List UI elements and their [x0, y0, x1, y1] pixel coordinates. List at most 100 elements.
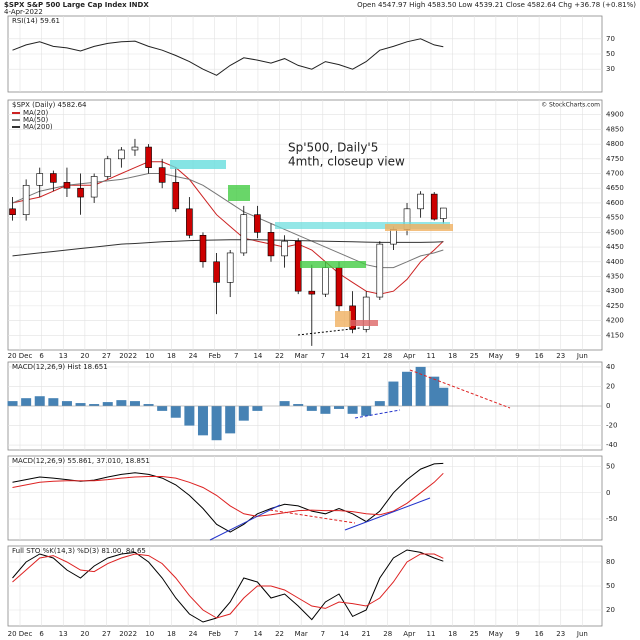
series-line	[12, 38, 444, 76]
y-tick-label: 50	[606, 463, 615, 471]
x-tick-label: 6	[39, 630, 44, 638]
x-tick-label: 11	[427, 352, 436, 360]
histogram-bar	[388, 381, 399, 406]
x-tick-label: 28	[383, 630, 392, 638]
y-tick-label: 20	[606, 382, 615, 390]
candle-body	[50, 173, 57, 183]
panel-frame	[7, 455, 603, 541]
histogram-bar	[225, 406, 236, 434]
zone	[170, 160, 226, 169]
candle-body	[417, 193, 424, 210]
x-tick-label: 10	[145, 630, 154, 638]
y-tick-label: 4750	[606, 155, 624, 163]
y-tick-label: 0	[606, 402, 610, 410]
series-line	[12, 553, 444, 619]
x-tick-label: Feb	[208, 352, 221, 360]
x-tick-label: 23	[556, 630, 565, 638]
series-line	[12, 161, 444, 295]
candle-body	[308, 290, 316, 295]
y-tick-label: 80	[606, 558, 615, 566]
legend-label: MA(50)	[23, 116, 48, 124]
y-tick-label: 4500	[606, 228, 624, 236]
candle-body	[199, 234, 207, 263]
x-tick-label: 18	[448, 630, 457, 638]
candle-body	[131, 146, 139, 151]
candle-body	[158, 167, 166, 183]
zone	[228, 185, 250, 201]
panel-title: RSI(14) 59.61	[12, 17, 60, 25]
source: © StockCharts.com	[541, 102, 600, 109]
histogram-bar	[116, 400, 127, 406]
trend-line	[409, 369, 511, 409]
histogram-bar	[184, 406, 195, 426]
x-tick-label: 7	[234, 630, 238, 638]
x-tick-label: 25	[470, 352, 479, 360]
candle-body	[22, 184, 30, 216]
panel-title: MACD(12,26,9) 55.861, 37.010, 18.851	[12, 457, 150, 465]
histogram-bar	[170, 406, 181, 418]
zone	[385, 224, 453, 231]
candle-body	[362, 296, 370, 330]
histogram-bar	[197, 406, 208, 436]
x-tick-label: 9	[515, 352, 519, 360]
legend-label: MA(20)	[23, 109, 48, 117]
x-tick-label: 14	[253, 630, 262, 638]
legend-label: MA(200)	[23, 123, 53, 131]
x-tick-label: 28	[383, 352, 392, 360]
candle-body	[104, 158, 112, 177]
histogram-bar	[21, 398, 32, 406]
panel-frame	[7, 99, 603, 351]
x-tick-label: Jun	[576, 352, 588, 360]
candle-body	[439, 207, 447, 219]
candle-body	[36, 173, 44, 186]
x-tick-label: 23	[556, 352, 565, 360]
candle-body	[322, 267, 329, 295]
y-tick-label: 4250	[606, 302, 624, 310]
candle-body	[226, 252, 234, 283]
x-tick-label: 14	[340, 352, 349, 360]
y-tick-label: 0	[606, 489, 610, 497]
header-quote: Open 4547.97 High 4583.50 Low 4539.21 Cl…	[357, 1, 636, 9]
candle-body	[281, 240, 288, 257]
histogram-bar	[279, 401, 290, 406]
x-tick-label: 11	[427, 630, 436, 638]
header-title: $SPX S&P 500 Large Cap Index INDX	[4, 1, 149, 9]
y-tick-label: 4900	[606, 111, 624, 119]
candle-body	[376, 243, 384, 298]
series-line	[12, 472, 444, 517]
trend-line	[269, 509, 356, 524]
x-tick-label: Mar	[295, 352, 308, 360]
x-tick-label: 22	[275, 630, 284, 638]
candle-body	[9, 208, 16, 216]
y-tick-label: 4650	[606, 184, 624, 192]
x-tick-label: 2022	[119, 630, 137, 638]
y-tick-label: 20	[606, 606, 615, 614]
histogram-bar	[334, 406, 345, 409]
candle-body	[172, 182, 180, 210]
histogram-bar	[48, 398, 59, 406]
annotation: 4mth, closeup view	[288, 155, 405, 169]
x-tick-label: 20 Dec	[8, 352, 33, 360]
y-tick-label: 4850	[606, 125, 624, 133]
x-tick-label: 9	[515, 630, 519, 638]
histogram-bar	[238, 406, 249, 421]
x-tick-label: 21	[362, 352, 371, 360]
x-tick-label: Feb	[208, 630, 221, 638]
x-tick-label: 16	[535, 630, 544, 638]
x-tick-label: 27	[102, 352, 111, 360]
y-tick-label: 4350	[606, 272, 624, 280]
x-tick-label: Apr	[403, 630, 415, 638]
x-tick-label: May	[489, 630, 503, 638]
candle-body	[390, 229, 397, 245]
panel-title: $SPX (Daily) 4582.64	[12, 101, 87, 109]
series-line	[12, 549, 444, 623]
histogram-bar	[129, 401, 140, 406]
trend-line	[209, 504, 281, 541]
annotation: Sp'500, Daily'5	[288, 141, 378, 155]
histogram-bar	[293, 404, 304, 406]
y-tick-label: 70	[606, 35, 615, 43]
x-tick-label: 7	[321, 352, 325, 360]
y-tick-label: 50	[606, 50, 615, 58]
candle-body	[90, 176, 98, 198]
x-tick-label: 22	[275, 352, 284, 360]
